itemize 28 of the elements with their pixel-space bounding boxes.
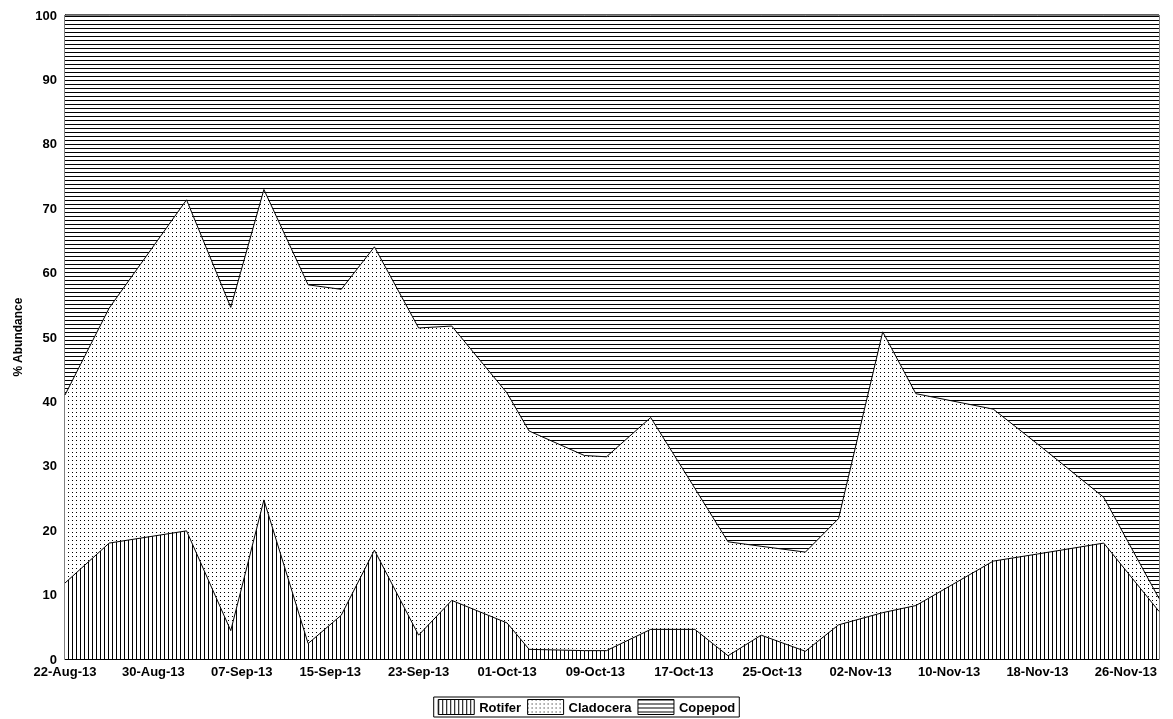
y-tick-label: 90 [42, 71, 57, 87]
x-tick-label: 10-Nov-13 [917, 664, 981, 679]
x-tick-label: 02-Nov-13 [829, 664, 892, 679]
x-tick-label: 01-Oct-13 [477, 664, 537, 679]
y-tick-label: 60 [42, 265, 57, 281]
x-tick-label: 30-Aug-13 [121, 664, 185, 679]
y-axis-title: % Abundance [11, 297, 26, 377]
x-tick-label: 07-Sep-13 [211, 664, 273, 679]
y-tick-label: 10 [42, 587, 57, 603]
y-tick-label: 80 [42, 136, 57, 152]
x-tick-label: 18-Nov-13 [1006, 664, 1069, 679]
y-tick-label: 30 [42, 458, 57, 474]
x-tick-label: 23-Sep-13 [387, 664, 450, 679]
x-tick-label: 25-Oct-13 [742, 664, 802, 679]
x-tick-label: 15-Sep-13 [299, 664, 361, 679]
legend-label: Rotifer [479, 699, 522, 715]
x-tick-label: 26-Nov-13 [1094, 664, 1157, 679]
y-tick-label: 70 [42, 200, 57, 216]
x-tick-label: 22-Aug-13 [33, 664, 97, 679]
legend-label: Cladocera [568, 699, 633, 715]
x-tick-label: 09-Oct-13 [565, 664, 626, 679]
y-tick-label: 100 [35, 7, 57, 23]
y-tick-label: 50 [42, 329, 57, 345]
y-tick-label: 40 [42, 393, 57, 409]
legend-label: Copepod [678, 699, 736, 715]
y-tick-label: 20 [42, 522, 57, 538]
x-tick-label: 17-Oct-13 [654, 664, 714, 679]
y-tick-label: 0 [49, 651, 57, 667]
